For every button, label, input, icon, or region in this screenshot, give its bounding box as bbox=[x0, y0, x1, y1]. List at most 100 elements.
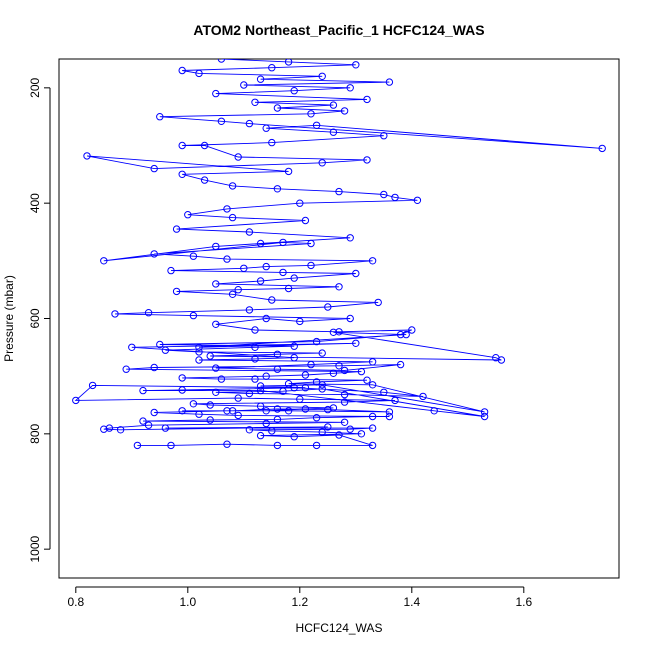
data-point bbox=[290, 87, 298, 95]
data-point bbox=[167, 441, 175, 450]
data-point bbox=[223, 440, 231, 448]
data-point bbox=[100, 257, 108, 265]
data-point bbox=[251, 343, 259, 351]
data-point bbox=[273, 405, 282, 413]
data-point bbox=[284, 167, 293, 176]
data-point bbox=[284, 284, 293, 293]
data-point bbox=[223, 205, 231, 213]
data-point bbox=[284, 380, 293, 388]
data-point bbox=[245, 119, 254, 128]
data-point bbox=[284, 407, 293, 415]
data-point bbox=[396, 360, 405, 369]
data-point bbox=[352, 269, 360, 278]
data-point bbox=[245, 426, 254, 434]
data-point bbox=[290, 342, 298, 350]
y-tick-label: 400 bbox=[28, 193, 42, 213]
data-point bbox=[380, 388, 388, 396]
data-point bbox=[329, 128, 338, 136]
data-point bbox=[312, 378, 321, 386]
data-point bbox=[200, 176, 209, 184]
data-point bbox=[256, 431, 265, 440]
data-point bbox=[262, 262, 270, 271]
data-point bbox=[245, 228, 254, 236]
data-point bbox=[329, 328, 338, 336]
data-point bbox=[256, 386, 265, 395]
data-point bbox=[161, 424, 170, 432]
data-point bbox=[122, 365, 130, 373]
data-point bbox=[368, 412, 377, 421]
data-point bbox=[189, 252, 198, 260]
data-point bbox=[480, 412, 489, 421]
data-point bbox=[335, 328, 343, 336]
data-point bbox=[385, 78, 394, 86]
data-point bbox=[402, 330, 410, 339]
data-point bbox=[307, 360, 315, 369]
data-point bbox=[262, 419, 270, 428]
y-tick-label: 800 bbox=[28, 424, 42, 444]
data-point bbox=[240, 81, 248, 89]
data-point bbox=[279, 238, 287, 247]
data-point bbox=[268, 427, 276, 435]
data-point bbox=[83, 152, 91, 160]
data-point bbox=[335, 362, 343, 370]
y-tick-label: 600 bbox=[28, 308, 42, 328]
data-point bbox=[279, 387, 287, 395]
data-point bbox=[245, 389, 254, 398]
x-tick-label: 1.0 bbox=[179, 595, 196, 609]
data-point bbox=[195, 343, 203, 351]
data-point bbox=[116, 426, 125, 434]
data-point bbox=[133, 441, 142, 450]
data-point bbox=[497, 356, 506, 364]
data-point bbox=[256, 382, 265, 390]
data-point bbox=[273, 415, 282, 424]
data-point bbox=[273, 365, 282, 373]
data-point bbox=[391, 396, 399, 405]
data-point bbox=[195, 410, 203, 418]
data-point bbox=[335, 431, 343, 439]
plot-area bbox=[72, 59, 606, 450]
data-point bbox=[430, 407, 438, 415]
data-point bbox=[251, 375, 259, 383]
data-point bbox=[228, 407, 237, 415]
series-line bbox=[74, 59, 603, 446]
data-point bbox=[318, 72, 326, 81]
data-point bbox=[408, 326, 416, 334]
data-point bbox=[290, 354, 298, 362]
data-point bbox=[161, 346, 170, 354]
data-point bbox=[189, 311, 198, 320]
data-point bbox=[318, 159, 326, 167]
data-point bbox=[363, 376, 371, 384]
data-point bbox=[273, 104, 282, 112]
data-point bbox=[329, 369, 338, 377]
data-point bbox=[279, 268, 287, 277]
data-point bbox=[268, 296, 276, 304]
data-point bbox=[301, 216, 310, 225]
data-point bbox=[88, 381, 97, 390]
data-point bbox=[324, 423, 332, 431]
data-point bbox=[363, 156, 371, 164]
data-point bbox=[396, 330, 405, 339]
data-point bbox=[340, 107, 349, 115]
data-point bbox=[150, 363, 158, 372]
data-point bbox=[178, 66, 186, 75]
x-axis: 0.8 1.0 1.2 1.4 1.6 bbox=[67, 586, 532, 609]
data-point bbox=[240, 264, 248, 272]
data-point bbox=[256, 277, 265, 285]
data-point bbox=[139, 386, 147, 395]
data-point bbox=[318, 349, 326, 357]
data-point bbox=[184, 211, 192, 219]
data-point bbox=[346, 314, 354, 323]
data-point bbox=[206, 352, 214, 360]
x-tick-label: 1.4 bbox=[403, 595, 420, 609]
data-point bbox=[352, 339, 360, 347]
y-axis-label: Pressure (mbar) bbox=[2, 275, 16, 362]
chart-title: ATOM2 Northeast_Pacific_1 HCFC124_WAS bbox=[193, 22, 484, 38]
data-point bbox=[368, 381, 377, 389]
data-point bbox=[167, 266, 175, 275]
data-point bbox=[178, 407, 186, 415]
data-point bbox=[419, 392, 427, 401]
data-point bbox=[223, 407, 231, 415]
data-point bbox=[312, 121, 321, 130]
data-point bbox=[262, 407, 270, 415]
